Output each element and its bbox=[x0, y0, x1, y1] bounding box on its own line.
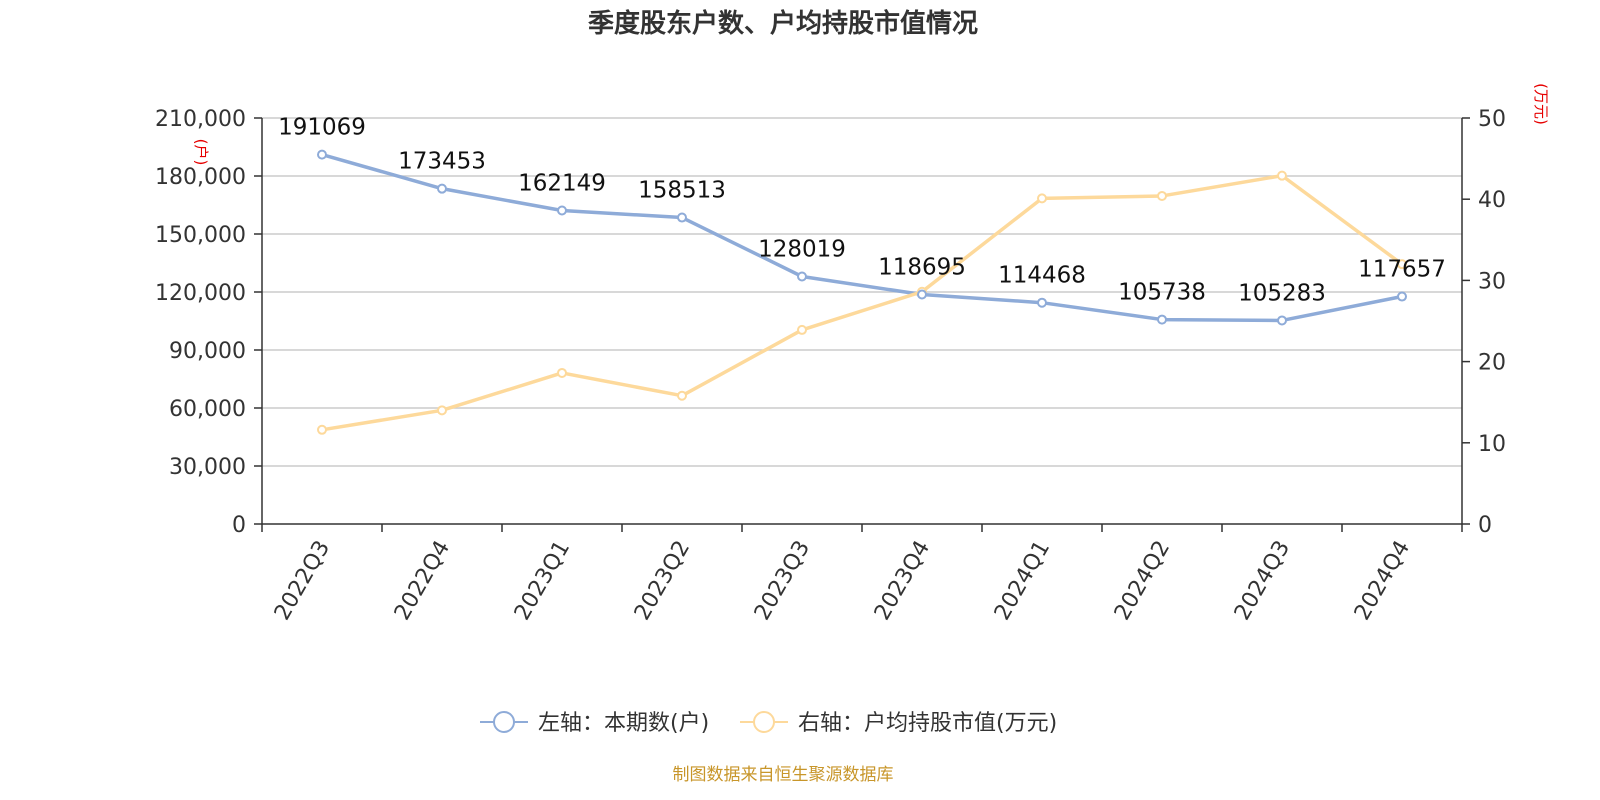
axes: 0 30,000 60,000 90,000 120,000 150,000 180,000… bbox=[155, 107, 1506, 625]
series-line-left bbox=[321, 152, 1403, 323]
left-axis-tick-label: 210,000 bbox=[155, 107, 246, 132]
grid-lines bbox=[262, 117, 1462, 467]
data-labels: 191069 173453 162149 158513 128019 118695 1144… bbox=[278, 115, 1446, 307]
legend-item-right[interactable]: 右轴：户均持股市值(万元) bbox=[740, 711, 1057, 736]
chart-title: 季度股东户数、户均持股市值情况 bbox=[588, 8, 978, 39]
data-point-right bbox=[797, 324, 807, 335]
data-point-right bbox=[317, 424, 327, 435]
x-axis-tick-label: 2024Q3 bbox=[1230, 537, 1295, 625]
data-point-right bbox=[1277, 170, 1287, 181]
source-note: 制图数据来自恒生聚源数据库 bbox=[673, 765, 894, 785]
series-line-right bbox=[321, 173, 1404, 432]
data-point-right bbox=[1397, 259, 1407, 270]
series-layer bbox=[317, 149, 1407, 435]
data-label: 191069 bbox=[278, 115, 366, 141]
data-label: 118695 bbox=[878, 255, 966, 281]
x-axis-tick-label: 2022Q3 bbox=[270, 537, 335, 625]
legend-item-left[interactable]: 左轴：本期数(户) bbox=[480, 711, 709, 736]
right-axis-unit: (万元) bbox=[1532, 83, 1550, 125]
x-axis-tick-label: 2023Q3 bbox=[750, 537, 815, 625]
data-point-right bbox=[677, 390, 687, 401]
left-axis-tick-label: 90,000 bbox=[169, 339, 246, 364]
data-label: 105738 bbox=[1118, 280, 1206, 306]
right-axis-tick-label: 50 bbox=[1478, 107, 1506, 132]
legend-right-marker-icon bbox=[753, 711, 775, 733]
right-axis-tick-label: 10 bbox=[1478, 432, 1506, 457]
right-axis-tick-label: 0 bbox=[1478, 513, 1492, 538]
left-axis-tick-label: 120,000 bbox=[155, 281, 246, 306]
right-axis-tick-label: 40 bbox=[1478, 188, 1506, 213]
data-point-left bbox=[1037, 297, 1047, 308]
data-point-right bbox=[437, 405, 447, 416]
data-point-left bbox=[1157, 314, 1167, 325]
data-label: 114468 bbox=[998, 263, 1086, 289]
x-axis-tick-label: 2024Q4 bbox=[1350, 537, 1415, 625]
legend: 左轴：本期数(户) 右轴：户均持股市值(万元) bbox=[480, 711, 1057, 736]
data-point-left bbox=[557, 205, 567, 216]
legend-left-label: 左轴：本期数(户) bbox=[538, 711, 709, 736]
left-axis-tick-label: 150,000 bbox=[155, 223, 246, 248]
data-point-right bbox=[557, 367, 567, 378]
data-point-left bbox=[917, 289, 927, 300]
data-label: 173453 bbox=[398, 149, 486, 175]
left-axis-tick-label: 180,000 bbox=[155, 165, 246, 190]
data-label: 128019 bbox=[758, 236, 846, 262]
left-axis-tick-label: 30,000 bbox=[169, 455, 246, 480]
data-point-left bbox=[1277, 315, 1287, 326]
right-axis-tick-label: 30 bbox=[1478, 269, 1506, 294]
data-point-left bbox=[1397, 291, 1407, 302]
data-point-left bbox=[797, 271, 807, 282]
data-point-right bbox=[1157, 190, 1167, 201]
left-axis-tick-label: 60,000 bbox=[169, 397, 246, 422]
x-axis-tick-label: 2023Q1 bbox=[510, 537, 575, 625]
data-point-left bbox=[677, 212, 687, 223]
legend-right-label: 右轴：户均持股市值(万元) bbox=[798, 711, 1057, 736]
left-axis-unit: (户) bbox=[192, 139, 210, 166]
x-axis-tick-label: 2022Q4 bbox=[390, 537, 455, 625]
legend-left-marker-icon bbox=[493, 711, 515, 733]
data-point-left bbox=[437, 183, 447, 194]
left-axis-tick-label: 0 bbox=[232, 513, 246, 538]
data-point-left bbox=[317, 149, 327, 160]
x-axis-tick-label: 2023Q4 bbox=[870, 537, 935, 625]
x-axis-tick-label: 2024Q1 bbox=[990, 537, 1055, 625]
right-axis-tick-label: 20 bbox=[1478, 351, 1506, 376]
x-axis-tick-label: 2024Q2 bbox=[1110, 537, 1175, 625]
data-label: 162149 bbox=[518, 171, 606, 197]
data-label: 158513 bbox=[638, 178, 726, 204]
x-axis-tick-label: 2023Q2 bbox=[630, 537, 695, 625]
data-point-right bbox=[1037, 193, 1047, 204]
data-label: 105283 bbox=[1238, 280, 1326, 306]
data-label: 117657 bbox=[1358, 257, 1446, 283]
